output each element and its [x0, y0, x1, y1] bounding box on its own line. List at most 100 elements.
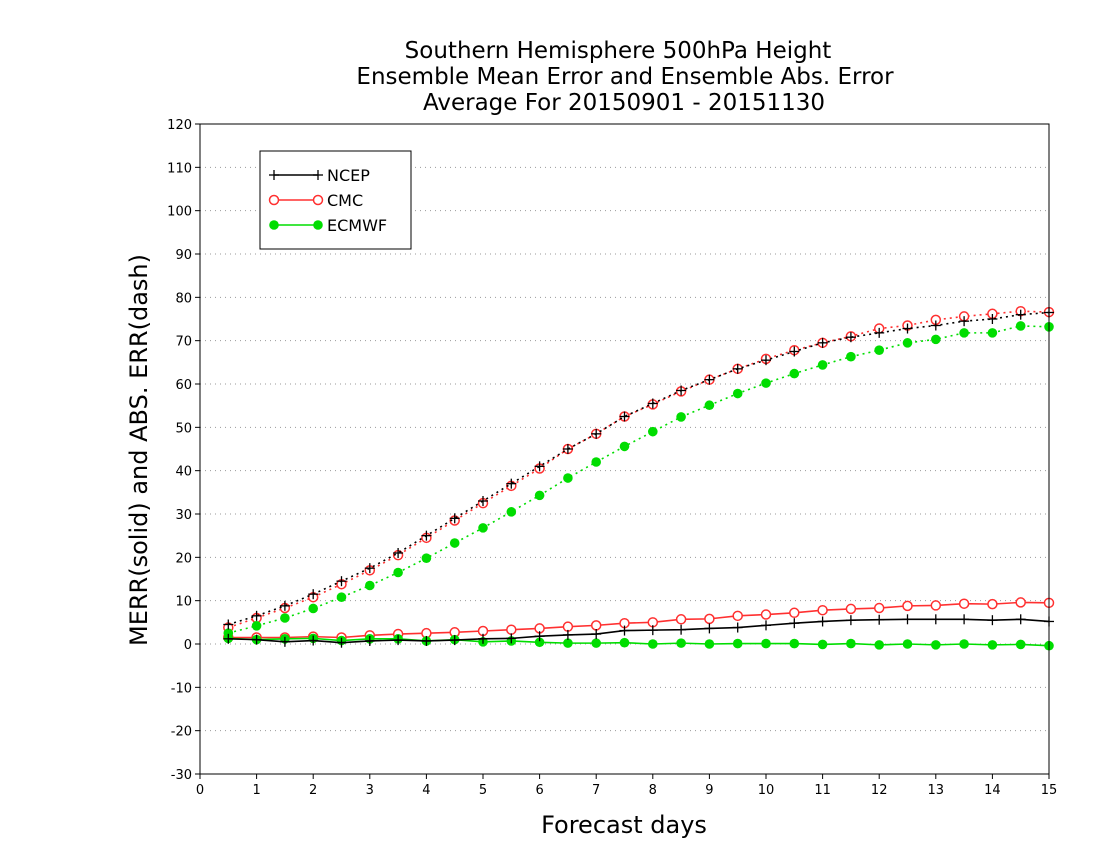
x-tick-label: 9: [705, 783, 713, 798]
series-cmc-mean-error-point: [1015, 597, 1026, 608]
series-ecmwf-mean-error-point: [874, 640, 884, 650]
series-ecmwf-abs-error-point: [902, 338, 913, 348]
series-cmc-mean-error-point: [562, 621, 574, 632]
series-ncep-mean-error-point: [393, 635, 404, 646]
series-ecmwf-abs-error-point: [223, 628, 234, 638]
y-tick-label: -30: [171, 768, 192, 783]
series-ecmwf-abs-error-point: [817, 360, 828, 370]
series-ecmwf-mean-error-point: [1015, 639, 1026, 650]
series-ncep-mean-error-point: [421, 635, 432, 646]
series-cmc-mean-error-point: [817, 604, 828, 616]
series-cmc-mean-error-point: [704, 613, 715, 625]
series-ecmwf-abs-error-point: [931, 334, 941, 345]
series-cmc-mean-error-point: [873, 602, 885, 614]
series-ncep-abs-error-point: [930, 320, 941, 331]
y-tick-label: 10: [175, 595, 192, 610]
series-ncep-mean-error-point: [930, 614, 941, 625]
series-cmc-mean-error-point: [845, 603, 857, 615]
series-ncep-mean-error-point: [676, 624, 687, 635]
series-ncep-abs-error-point: [591, 428, 602, 439]
series-ncep-mean-error-point: [874, 614, 885, 625]
series-ecmwf-abs-error-point: [704, 400, 715, 411]
y-tick-label: 20: [175, 551, 192, 566]
x-tick-label: 10: [758, 783, 775, 798]
x-tick-label: 4: [422, 783, 430, 798]
x-tick-label: 1: [252, 783, 260, 798]
series-ecmwf-abs-error-point: [280, 613, 290, 623]
x-tick-label: 5: [479, 783, 487, 798]
series-ncep-mean-error-point: [308, 635, 319, 646]
legend-item-ecmwf: ECMWF: [269, 216, 387, 235]
series-ecmwf-abs-error-point: [365, 580, 375, 591]
series-ecmwf-mean-error-point: [987, 640, 998, 650]
series-ncep-abs-error-point: [959, 316, 970, 327]
series-ecmwf-abs-error-point: [506, 507, 517, 517]
series-ecmwf: [223, 321, 1054, 651]
chart-title-line-2: Ensemble Mean Error and Ensemble Abs. Er…: [356, 64, 894, 90]
series-ecmwf-mean-error-point: [732, 638, 743, 649]
series-ecmwf-mean-error-point: [846, 638, 856, 649]
series-ecmwf-abs-error-point: [732, 388, 743, 399]
legend-label-ecmwf: ECMWF: [327, 216, 387, 235]
legend-label-ncep: NCEP: [327, 166, 370, 185]
legend-marker-left: [269, 170, 279, 180]
series-ncep-mean-error-point: [562, 629, 573, 640]
series-ecmwf-abs-error-point: [676, 412, 686, 422]
series-ncep-abs-error-point: [987, 314, 998, 324]
series-ecmwf-abs-error-point: [1015, 321, 1026, 331]
series-ncep-mean-error-point: [279, 636, 290, 647]
series-ecmwf-abs-error-point: [619, 441, 630, 452]
series-cmc-mean-error-point: [902, 600, 913, 612]
y-tick-label: -10: [171, 681, 192, 696]
series-ncep-mean-error-point: [506, 633, 517, 644]
series-ecmwf-abs-error-point: [987, 328, 998, 338]
series-ncep-abs-error-point: [1015, 309, 1026, 320]
series-ecmwf-abs-error-point: [789, 368, 800, 379]
y-tick-label: 60: [175, 378, 192, 393]
series-cmc-mean-error-point: [789, 607, 800, 619]
series-ncep-mean-error-point: [761, 620, 771, 631]
series-ncep-mean-error-point: [902, 614, 913, 625]
series-ncep-mean-error-point: [223, 633, 234, 644]
x-tick-label: 7: [592, 783, 600, 798]
series-ncep-abs-error-point: [845, 332, 856, 343]
series-ecmwf-mean-error-point: [817, 639, 828, 650]
series-ecmwf-mean-error-point: [789, 638, 800, 649]
y-tick-label: 90: [175, 248, 192, 263]
series-cmc-mean-error-point: [760, 609, 772, 620]
series-ecmwf-mean-error-point: [902, 639, 913, 649]
x-tick-label: 14: [984, 783, 1001, 798]
y-tick-label: 100: [167, 205, 192, 220]
y-tick-label: 40: [175, 465, 192, 480]
series-ncep-abs-error-point: [506, 478, 517, 489]
legend-marker-left: [268, 194, 280, 206]
series-ncep-abs-error-point: [676, 385, 687, 396]
y-tick-label: 30: [175, 508, 192, 523]
x-tick-label: 2: [309, 783, 317, 798]
series-ecmwf-abs-error-point: [393, 567, 403, 578]
series-ncep-mean-error-point: [1015, 614, 1026, 625]
y-tick-label: 80: [175, 291, 192, 306]
series-ncep-abs-error-point: [308, 589, 319, 600]
y-axis-ticks: -30 -20 -10 0 10 20 30 40 50 60 70 80 90 100 110 120: [167, 118, 200, 783]
series-ecmwf-abs-error-line: [228, 325, 1050, 634]
chart-title-line-1: Southern Hemisphere 500hPa Height: [405, 38, 832, 64]
series-ecmwf-abs-error-point: [563, 473, 573, 483]
series-ncep-abs-error-point: [647, 398, 658, 409]
series-ncep-mean-error-point: [478, 633, 488, 644]
series-ncep: [223, 307, 1054, 648]
series-ncep-mean-error-point: [364, 635, 375, 646]
series-ncep-abs-error-point: [449, 513, 460, 524]
series-ecmwf-abs-error-point: [478, 523, 488, 533]
series-ecmwf-mean-error-point: [563, 638, 573, 648]
series-ncep-abs-error-point: [732, 363, 743, 374]
series-ncep-abs-error-point: [364, 563, 375, 574]
series-ncep-abs-error-point: [478, 496, 488, 506]
series-ncep-abs-error-point: [562, 444, 573, 454]
series-ecmwf-abs-error-point: [761, 378, 771, 388]
x-tick-label: 8: [649, 783, 657, 798]
series-ecmwf-mean-error-point: [676, 638, 686, 648]
series-cmc-mean-error-point: [506, 624, 517, 635]
y-axis-title: MERR(solid) and ABS. ERR(dash): [125, 254, 153, 646]
